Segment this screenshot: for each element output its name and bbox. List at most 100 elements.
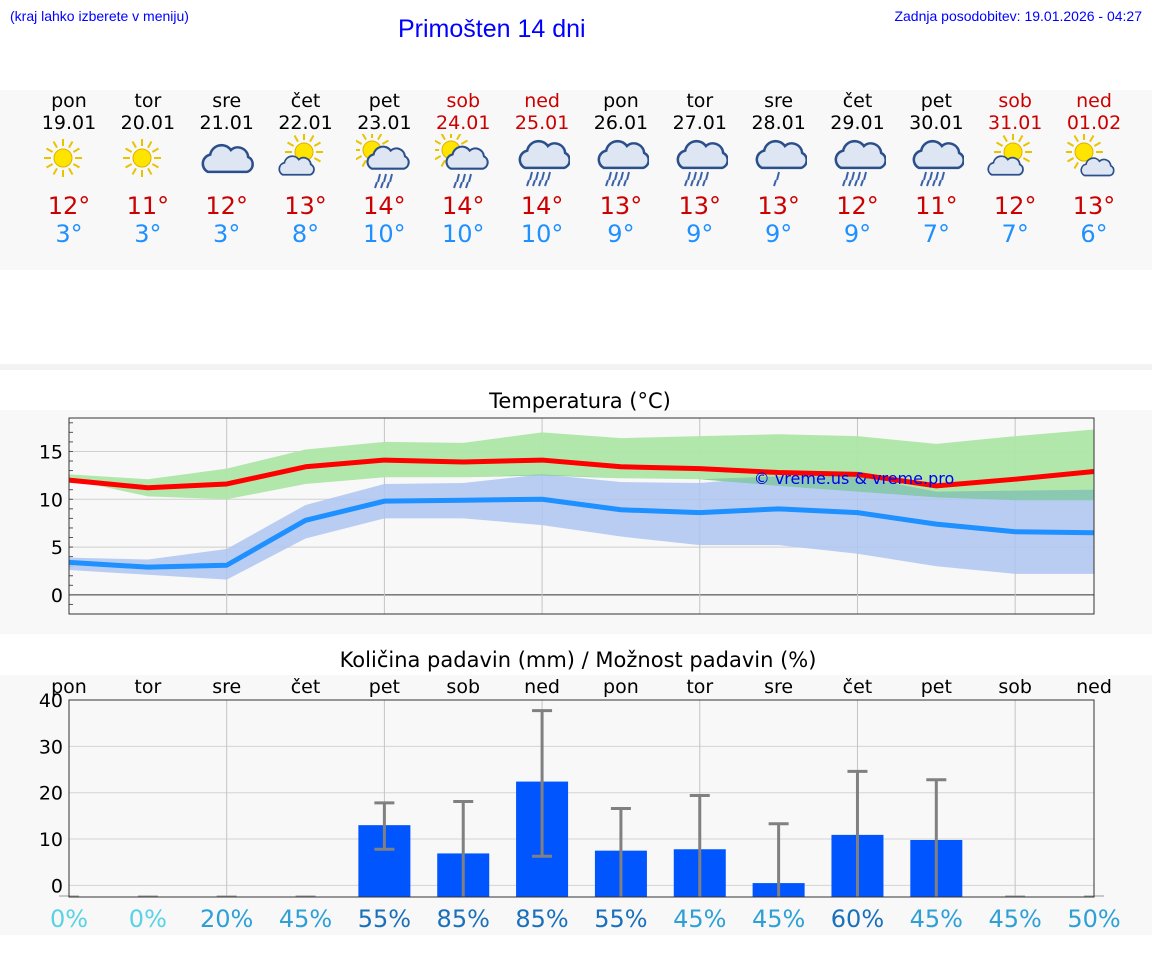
min-temp: 9°	[843, 220, 872, 248]
precip-probability: 45%	[910, 905, 963, 933]
precip-probability: 45%	[673, 905, 726, 933]
precip-probability: 85%	[437, 905, 490, 933]
day-date: 21.01	[199, 112, 254, 134]
max-temp: 13°	[678, 192, 722, 220]
x-day-label: pet	[921, 676, 952, 698]
partly-cloudy-icon	[975, 134, 1055, 192]
day-date: 22.01	[278, 112, 333, 134]
precip-probability: 0%	[129, 905, 167, 933]
day-date: 27.01	[672, 112, 727, 134]
x-day-label: tor	[134, 676, 161, 698]
day-column: čet 22.01 13° 8°	[266, 90, 346, 248]
forecast-strip	[0, 90, 1152, 270]
y-tick-label: 5	[51, 537, 63, 559]
min-temp: 10°	[520, 220, 564, 248]
day-column: sre 28.01 13° 9°	[739, 90, 819, 248]
max-temp: 12°	[205, 192, 248, 220]
min-range-band	[69, 474, 1094, 580]
rain-icon	[581, 134, 661, 192]
sun-cloud-icon	[1054, 134, 1134, 192]
day-name: sre	[764, 90, 794, 112]
day-date: 29.01	[830, 112, 885, 134]
min-temp: 3°	[55, 220, 83, 248]
precip-probability: 50%	[1067, 905, 1120, 933]
day-name: ned	[1076, 90, 1112, 112]
light-rain-icon	[739, 134, 819, 192]
min-temp: 8°	[291, 220, 320, 248]
day-name: tor	[686, 90, 714, 112]
precip-probability: 60%	[831, 905, 884, 933]
y-tick-label: 40	[39, 690, 63, 712]
day-date: 31.01	[987, 112, 1043, 134]
day-date: 26.01	[593, 112, 649, 134]
rain-icon	[502, 134, 582, 192]
max-temp: 12°	[836, 192, 879, 220]
cloudy-icon	[187, 134, 267, 192]
day-name: čet	[842, 90, 873, 112]
max-temp: 13°	[284, 192, 327, 220]
day-column: pon 19.01 12° 3°	[29, 90, 109, 248]
min-temp: 3°	[134, 220, 162, 248]
y-tick-label: 0	[51, 585, 63, 607]
max-temp: 13°	[757, 192, 800, 220]
sun-rain-icon	[344, 134, 424, 192]
day-name: sob	[998, 90, 1032, 112]
min-temp: 9°	[607, 220, 635, 248]
temperature-title: Temperatura (°C)	[488, 389, 671, 413]
location-hint: (kraj lahko izberete v meniju)	[10, 8, 189, 24]
day-date: 25.01	[514, 112, 570, 134]
y-tick-label: 15	[39, 441, 63, 463]
day-column: sob 31.01 12° 7°	[975, 90, 1055, 248]
day-column: ned 01.02 13° 6°	[1054, 90, 1134, 248]
day-date: 23.01	[357, 112, 412, 134]
sunny-icon	[29, 134, 109, 192]
min-temp-line	[68, 496, 1095, 570]
min-temp: 7°	[922, 220, 950, 248]
day-name: ned	[524, 90, 560, 112]
day-name: čet	[290, 90, 321, 112]
overlap-band	[69, 474, 1094, 501]
day-column: pet 23.01 14° 10°	[344, 90, 424, 248]
day-column: tor 27.01 13° 9°	[660, 90, 740, 248]
min-temp: 3°	[213, 220, 241, 248]
day-date: 28.01	[751, 112, 806, 134]
y-tick-label: 0	[51, 875, 63, 897]
max-temp-line	[68, 457, 1095, 491]
day-column: sre 21.01 12° 3°	[187, 90, 267, 248]
day-name: pon	[51, 90, 87, 112]
max-temp: 14°	[441, 192, 485, 220]
day-column: ned 25.01 14° 10°	[502, 90, 582, 248]
x-day-label: pon	[51, 676, 87, 698]
max-temp: 12°	[47, 192, 91, 220]
day-date: 30.01	[909, 112, 964, 134]
day-name: pon	[603, 90, 639, 112]
day-name: tor	[134, 90, 162, 112]
partly-cloudy-icon	[266, 134, 346, 192]
rain-icon	[896, 134, 976, 192]
rain-icon	[660, 134, 740, 192]
precip-probability: 55%	[594, 905, 647, 933]
day-date: 19.01	[41, 112, 97, 134]
y-tick-label: 10	[39, 829, 63, 851]
precip-probability: 55%	[358, 905, 411, 933]
watermark: © vreme.us & vreme.pro	[754, 469, 955, 488]
x-day-label: sob	[998, 676, 1032, 698]
x-day-label: sob	[446, 676, 480, 698]
min-temp: 10°	[441, 220, 485, 248]
precip-probability: 20%	[200, 905, 253, 933]
last-update: Zadnja posodobitev: 19.01.2026 - 04:27	[894, 8, 1142, 24]
day-column: pon 26.01 13° 9°	[581, 90, 661, 248]
precip-probability: 85%	[515, 905, 568, 933]
x-day-label: čet	[843, 676, 873, 698]
y-tick-label: 20	[39, 783, 63, 805]
x-day-label: sre	[764, 676, 793, 698]
min-temp: 9°	[686, 220, 714, 248]
sunny-icon	[108, 134, 188, 192]
max-temp: 12°	[993, 192, 1037, 220]
max-temp: 13°	[599, 192, 643, 220]
day-name: sre	[212, 90, 242, 112]
min-temp: 6°	[1080, 220, 1108, 248]
rain-icon	[818, 134, 898, 192]
day-column: čet 29.01 12° 9°	[818, 90, 898, 248]
day-column: sob 24.01 14° 10°	[423, 90, 503, 248]
